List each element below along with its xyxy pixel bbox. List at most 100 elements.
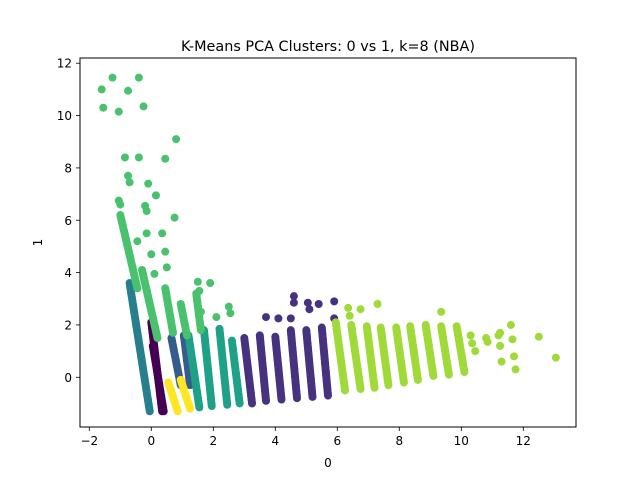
scatter-point-cluster-6 bbox=[497, 357, 506, 366]
scatter-point-cluster-6 bbox=[344, 303, 353, 312]
scatter-point-cluster-5 bbox=[147, 250, 156, 259]
scatter-point-cluster-6 bbox=[483, 337, 492, 346]
chart-title: K-Means PCA Clusters: 0 vs 1, k=8 (NBA) bbox=[181, 39, 475, 55]
scatter-point-cluster-1 bbox=[286, 314, 295, 323]
scatter-point-cluster-1 bbox=[308, 392, 317, 401]
scatter-point-cluster-1 bbox=[324, 391, 332, 400]
x-tick-label: 8 bbox=[395, 434, 403, 448]
scatter-point-cluster-5 bbox=[124, 86, 133, 95]
scatter-point-cluster-0 bbox=[159, 407, 168, 416]
scatter-point-cluster-5 bbox=[182, 331, 191, 340]
scatter-point-cluster-5 bbox=[150, 269, 159, 278]
scatter-point-cluster-6 bbox=[341, 386, 350, 395]
x-tick-label: −2 bbox=[80, 434, 98, 448]
y-tick-label: 12 bbox=[57, 57, 72, 71]
scatter-point-cluster-6 bbox=[356, 305, 365, 314]
axes-frame bbox=[79, 57, 577, 428]
scatter-point-cluster-6 bbox=[373, 300, 382, 308]
scatter-point-cluster-5 bbox=[99, 103, 108, 112]
scatter-point-cluster-5 bbox=[124, 171, 133, 180]
scatter-point-cluster-6 bbox=[437, 307, 446, 316]
scatter-point-cluster-1 bbox=[262, 313, 270, 322]
scatter-point-cluster-5 bbox=[133, 284, 142, 293]
scatter-point-cluster-5 bbox=[134, 73, 143, 82]
scatter-point-cluster-5 bbox=[108, 73, 117, 82]
scatter-point-cluster-5 bbox=[195, 286, 204, 295]
data-points-layer bbox=[97, 73, 560, 416]
y-tick-label: 10 bbox=[57, 109, 72, 123]
scatter-point-cluster-5 bbox=[153, 334, 162, 343]
x-tick-label: 0 bbox=[147, 434, 155, 448]
scatter-point-cluster-1 bbox=[274, 314, 283, 323]
scatter-point-cluster-5 bbox=[134, 153, 143, 162]
scatter-point-cluster-6 bbox=[508, 335, 517, 344]
scatter-point-cluster-6 bbox=[510, 352, 518, 361]
y-tick-label: 0 bbox=[64, 371, 72, 385]
scatter-point-cluster-5 bbox=[172, 135, 181, 144]
scatter-point-cluster-6 bbox=[468, 339, 477, 348]
scatter-point-cluster-6 bbox=[384, 381, 393, 390]
scatter-point-cluster-5 bbox=[97, 85, 106, 94]
scatter-point-cluster-5 bbox=[114, 107, 123, 116]
scatter-point-cluster-5 bbox=[133, 237, 142, 246]
scatter-point-cluster-5 bbox=[169, 328, 177, 337]
scatter-point-cluster-6 bbox=[429, 371, 438, 380]
scatter-point-cluster-1 bbox=[303, 298, 312, 307]
scatter-point-cluster-4 bbox=[207, 402, 216, 411]
scatter-point-cluster-1 bbox=[289, 298, 298, 307]
scatter-point-cluster-6 bbox=[399, 378, 408, 387]
scatter-point-cluster-6 bbox=[534, 332, 543, 341]
scatter-point-cluster-5 bbox=[193, 277, 202, 286]
scatter-point-cluster-5 bbox=[125, 178, 134, 187]
scatter-point-cluster-5 bbox=[162, 263, 171, 272]
scatter-point-cluster-4 bbox=[235, 399, 244, 408]
scatter-point-cluster-5 bbox=[120, 153, 129, 162]
y-tick-label: 6 bbox=[64, 214, 72, 228]
scatter-point-cluster-6 bbox=[444, 370, 453, 379]
x-tick-label: 12 bbox=[516, 434, 531, 448]
scatter-point-cluster-7 bbox=[186, 404, 195, 413]
scatter-point-cluster-1 bbox=[248, 399, 257, 408]
y-tick-label: 8 bbox=[64, 161, 72, 175]
scatter-point-cluster-1 bbox=[262, 396, 270, 405]
scatter-point-cluster-4 bbox=[223, 400, 232, 409]
x-tick-label: 6 bbox=[333, 434, 341, 448]
scatter-point-cluster-5 bbox=[196, 326, 205, 335]
scatter-point-cluster-1 bbox=[305, 305, 314, 314]
scatter-point-cluster-5 bbox=[170, 213, 179, 222]
scatter-point-cluster-6 bbox=[496, 341, 505, 350]
scatter-point-cluster-4 bbox=[195, 403, 204, 412]
scatter-point-cluster-5 bbox=[144, 179, 153, 188]
y-axis-label: 1 bbox=[31, 239, 45, 247]
scatter-point-cluster-6 bbox=[506, 320, 515, 329]
x-tick-label: 4 bbox=[271, 434, 279, 448]
scatter-point-cluster-5 bbox=[196, 307, 205, 316]
scatter-point-cluster-1 bbox=[330, 297, 339, 306]
y-tick-label: 4 bbox=[64, 266, 72, 280]
scatter-point-cluster-5 bbox=[212, 313, 221, 322]
scatter-point-cluster-6 bbox=[413, 375, 422, 384]
scatter-point-cluster-1 bbox=[314, 300, 323, 308]
x-axis-label: 0 bbox=[324, 456, 332, 470]
scatter-point-cluster-6 bbox=[345, 311, 354, 320]
x-tick-label: 10 bbox=[454, 434, 469, 448]
scatter-point-cluster-5 bbox=[158, 229, 167, 238]
scatter-point-cluster-5 bbox=[142, 229, 151, 238]
scatter-point-cluster-1 bbox=[289, 292, 298, 301]
scatter-point-cluster-5 bbox=[161, 154, 170, 163]
x-axis-ticks: −2 0 2 4 6 8 10 12 bbox=[80, 427, 531, 448]
scatter-point-cluster-6 bbox=[370, 383, 379, 392]
scatter-point-cluster-6 bbox=[511, 365, 520, 374]
x-tick-label: 2 bbox=[209, 434, 217, 448]
y-tick-label: 2 bbox=[64, 318, 72, 332]
scatter-point-cluster-6 bbox=[356, 385, 365, 394]
scatter-point-cluster-5 bbox=[226, 309, 235, 318]
scatter-point-cluster-6 bbox=[494, 331, 503, 340]
scatter-point-cluster-5 bbox=[206, 279, 215, 288]
scatter-point-cluster-5 bbox=[224, 302, 233, 311]
scatter-point-cluster-6 bbox=[471, 347, 480, 356]
scatter-point-cluster-5 bbox=[142, 207, 151, 216]
